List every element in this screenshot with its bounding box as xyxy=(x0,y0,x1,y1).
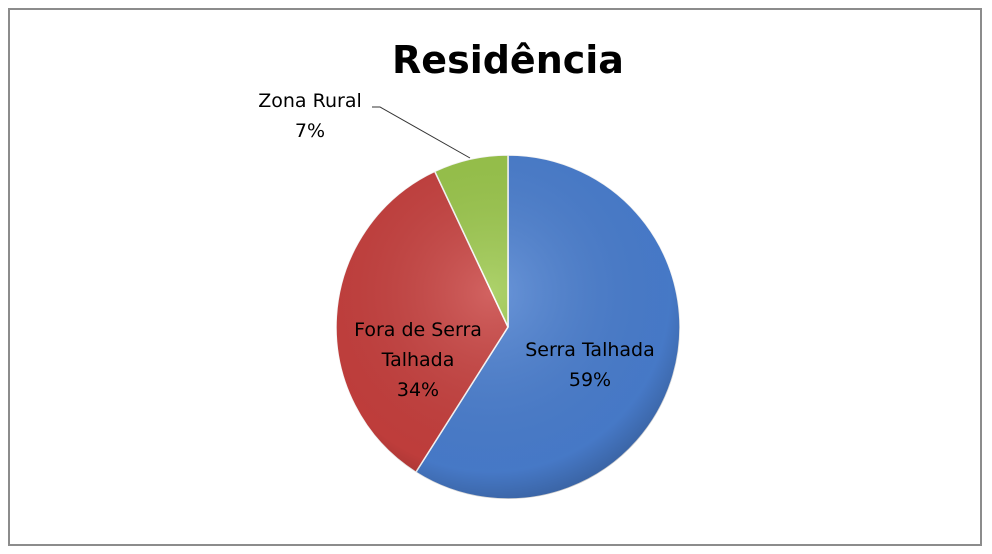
data-label: Fora de Serra Talhada 34% xyxy=(348,315,488,405)
category-label: Serra Talhada xyxy=(525,339,655,361)
category-label: Fora de Serra Talhada xyxy=(354,319,482,371)
data-label: Serra Talhada 59% xyxy=(490,335,690,395)
value-label: 34% xyxy=(396,379,440,401)
chart-title: Residência xyxy=(392,38,624,82)
value-label: 59% xyxy=(568,369,612,391)
leader-line xyxy=(372,106,471,159)
data-label: Zona Rural 7% xyxy=(230,86,390,146)
value-label: 7% xyxy=(294,120,326,142)
category-label: Zona Rural xyxy=(258,90,362,112)
